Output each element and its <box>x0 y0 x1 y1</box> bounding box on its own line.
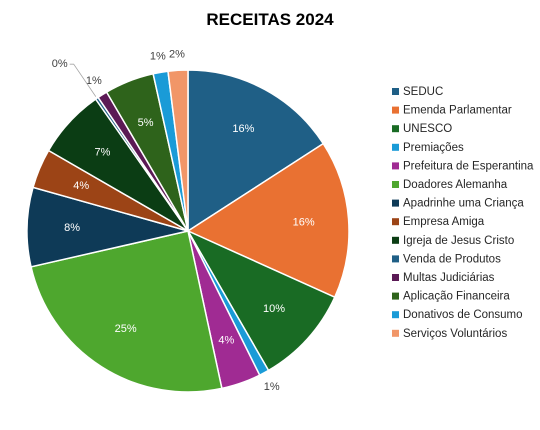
legend-label-multas-judiciarias: Multas Judiciárias <box>403 272 495 284</box>
legend-label-unesco: UNESCO <box>403 123 452 135</box>
legend-swatch-igreja-de-jesus-cristo <box>392 236 399 244</box>
slice-label-seduc: 16% <box>232 123 254 135</box>
pie-slice-unesco <box>186 229 336 372</box>
slice-label-multas-judiciarias: 1% <box>86 75 102 87</box>
pie-slices <box>26 69 350 393</box>
slice-label-servicos-voluntarios: 2% <box>169 48 185 60</box>
legend-label-aplicacao-financeira: Aplicação Financeira <box>403 291 510 303</box>
legend-swatch-multas-judiciarias <box>392 274 399 281</box>
slice-label-prefeitura-de-esperantina: 4% <box>218 334 234 346</box>
legend-label-doadores-alemanha: Doadores Alemanha <box>403 179 508 191</box>
pie-slice-servicos-voluntarios <box>167 69 189 232</box>
slice-label-donativos-de-consumo: 1% <box>150 51 166 63</box>
legend-swatch-venda-de-produtos <box>392 255 399 263</box>
legend-swatch-servicos-voluntarios <box>392 329 399 337</box>
legend-swatch-prefeitura-de-esperantina <box>392 162 399 170</box>
legend-swatch-doadores-alemanha <box>392 181 399 188</box>
legend-label-apadrinhe-uma-crianca: Apadrinhe uma Criança <box>403 198 524 210</box>
leader-line-venda-de-produtos <box>69 63 97 97</box>
legend-label-venda-de-produtos: Venda de Produtos <box>403 253 501 265</box>
pie-slice-labels: 16%16%10%1%4%25%8%4%7%0%1%5%1% 2% <box>52 48 315 393</box>
pie-slice-emenda-parlamentar <box>186 142 350 299</box>
leader-lines <box>69 63 97 97</box>
slice-label-premiacoes: 1% <box>264 381 280 393</box>
legend-label-igreja-de-jesus-cristo: Igreja de Jesus Cristo <box>403 235 514 247</box>
legend-label-prefeitura-de-esperantina: Prefeitura de Esperantina <box>403 160 534 172</box>
legend-swatch-seduc <box>392 88 399 95</box>
legend-swatch-premiacoes <box>392 143 399 151</box>
legend-label-donativos-de-consumo: Donativos de Consumo <box>403 309 523 321</box>
legend-swatch-emenda-parlamentar <box>392 106 399 114</box>
legend-label-premiacoes: Premiações <box>403 142 464 154</box>
legend-swatch-empresa-amiga <box>392 218 399 226</box>
slice-label-unesco: 10% <box>263 303 285 315</box>
legend-swatch-apadrinhe-uma-crianca <box>392 199 399 207</box>
pie-slice-seduc <box>187 69 325 233</box>
slice-label-empresa-amiga: 4% <box>73 180 89 192</box>
slice-label-doadores-alemanha: 25% <box>115 323 137 335</box>
slice-label-igreja-de-jesus-cristo: 7% <box>95 147 111 159</box>
slice-label-aplicacao-financeira: 5% <box>138 117 154 129</box>
legend: SEDUC Emenda Parlamentar UNESCO Premiações P… <box>392 86 534 340</box>
legend-label-seduc: SEDUC <box>403 86 443 98</box>
pie-slice-doadores-alemanha <box>30 230 223 393</box>
chart-title: RECEITAS 2024 <box>206 10 334 29</box>
slice-label-venda-de-produtos: 0% <box>52 58 68 70</box>
legend-label-empresa-amiga: Empresa Amiga <box>403 216 485 228</box>
slice-label-emenda-parlamentar: 16% <box>293 216 315 228</box>
legend-swatch-aplicacao-financeira <box>392 292 399 300</box>
legend-swatch-donativos-de-consumo <box>392 311 399 319</box>
slice-label-apadrinhe-uma-crianca: 8% <box>64 222 80 234</box>
legend-label-emenda-parlamentar: Emenda Parlamentar <box>403 105 512 117</box>
legend-swatch-unesco <box>392 125 399 133</box>
legend-label-servicos-voluntarios: Serviços Voluntários <box>403 328 507 340</box>
